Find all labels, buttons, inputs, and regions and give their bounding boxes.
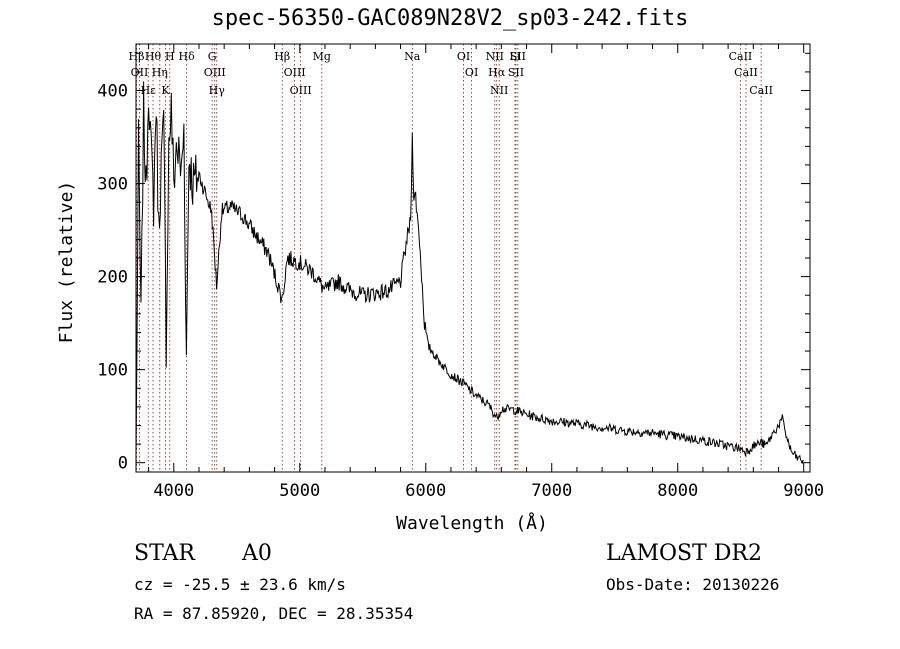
spectral-line-label: Hα xyxy=(488,66,506,79)
spectral-line-label: G xyxy=(208,50,217,63)
y-tick-label: 400 xyxy=(97,82,128,102)
spectral-line-label: OI xyxy=(457,50,470,63)
observation-date: Obs-Date: 20130226 xyxy=(606,575,780,594)
y-tick-label: 100 xyxy=(97,361,128,381)
spectral-line-labels: Hβ OII Hε Hθ Hη K H Hδ G OIII Hγ Hβ OIII OIII Mg Na OI OI… xyxy=(129,50,773,97)
spectral-line-label: Mg xyxy=(313,50,331,63)
spectral-line-label: SII xyxy=(510,50,526,63)
spectral-line-label: OIII xyxy=(284,66,306,79)
x-axis-label: Wavelength (Å) xyxy=(396,512,548,534)
x-tick-label: 5000 xyxy=(279,481,320,501)
plot-frame xyxy=(135,43,811,473)
chart-title: spec-56350-GAC089N28V2_sp03-242.fits xyxy=(211,6,689,31)
spectral-line-label: Hγ xyxy=(209,84,226,97)
spectral-line-label: SII xyxy=(508,66,524,79)
spectral-line-label: CaII xyxy=(734,66,758,79)
spectral-line-markers xyxy=(136,44,762,472)
redshift-cz: cz = -25.5 ± 23.6 km/s xyxy=(134,575,346,594)
plot-border xyxy=(135,43,811,473)
spectral-line-label: Hβ xyxy=(274,50,290,63)
coordinates: RA = 87.85920, DEC = 28.35354 xyxy=(134,604,414,623)
y-tick-label: 300 xyxy=(97,175,128,195)
x-tick-label: 9000 xyxy=(783,481,824,501)
spectral-line-label: CaII xyxy=(729,50,753,63)
subclass: A0 xyxy=(242,541,272,566)
spectral-line-label: Hβ xyxy=(129,50,145,63)
x-tick-label: 8000 xyxy=(657,481,698,501)
spectral-line-label: Na xyxy=(404,50,421,63)
spectral-line-label: NII xyxy=(486,50,504,63)
axis-ticks: 4000 5000 6000 7000 8000 9000 0 100 200 300 400 xyxy=(97,44,824,501)
spectral-line-label: Hε xyxy=(141,84,157,97)
spectral-line-label: CaII xyxy=(749,84,773,97)
spectral-line-label: OIII xyxy=(204,66,226,79)
spectral-line-label: K xyxy=(161,84,170,97)
x-tick-label: 7000 xyxy=(531,481,572,501)
x-tick-label: 4000 xyxy=(153,481,194,501)
spectral-line-label: OIII xyxy=(290,84,312,97)
spectral-line-label: Hθ xyxy=(145,50,162,63)
y-tick-label: 200 xyxy=(97,268,128,288)
spectral-line-label: Li xyxy=(510,50,521,63)
spectral-line-label: NII xyxy=(490,84,508,97)
y-tick-label: 0 xyxy=(118,454,128,474)
spectrum-series xyxy=(135,81,804,465)
object-class: STAR xyxy=(134,541,195,566)
spectral-line-label: OII xyxy=(131,66,149,79)
spectral-line-label: Hη xyxy=(152,66,168,79)
spectrum-line xyxy=(135,81,804,465)
x-tick-label: 6000 xyxy=(405,481,446,501)
spectral-line-label: OI xyxy=(465,66,478,79)
spectral-line-label: Hδ xyxy=(179,50,196,63)
survey-name: LAMOST DR2 xyxy=(606,541,762,566)
spectral-line-label: H xyxy=(165,50,175,63)
y-axis-label: Flux (relative) xyxy=(56,181,77,344)
